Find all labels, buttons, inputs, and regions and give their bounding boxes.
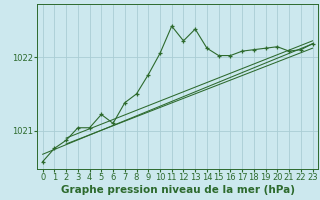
X-axis label: Graphe pression niveau de la mer (hPa): Graphe pression niveau de la mer (hPa) (60, 185, 295, 195)
